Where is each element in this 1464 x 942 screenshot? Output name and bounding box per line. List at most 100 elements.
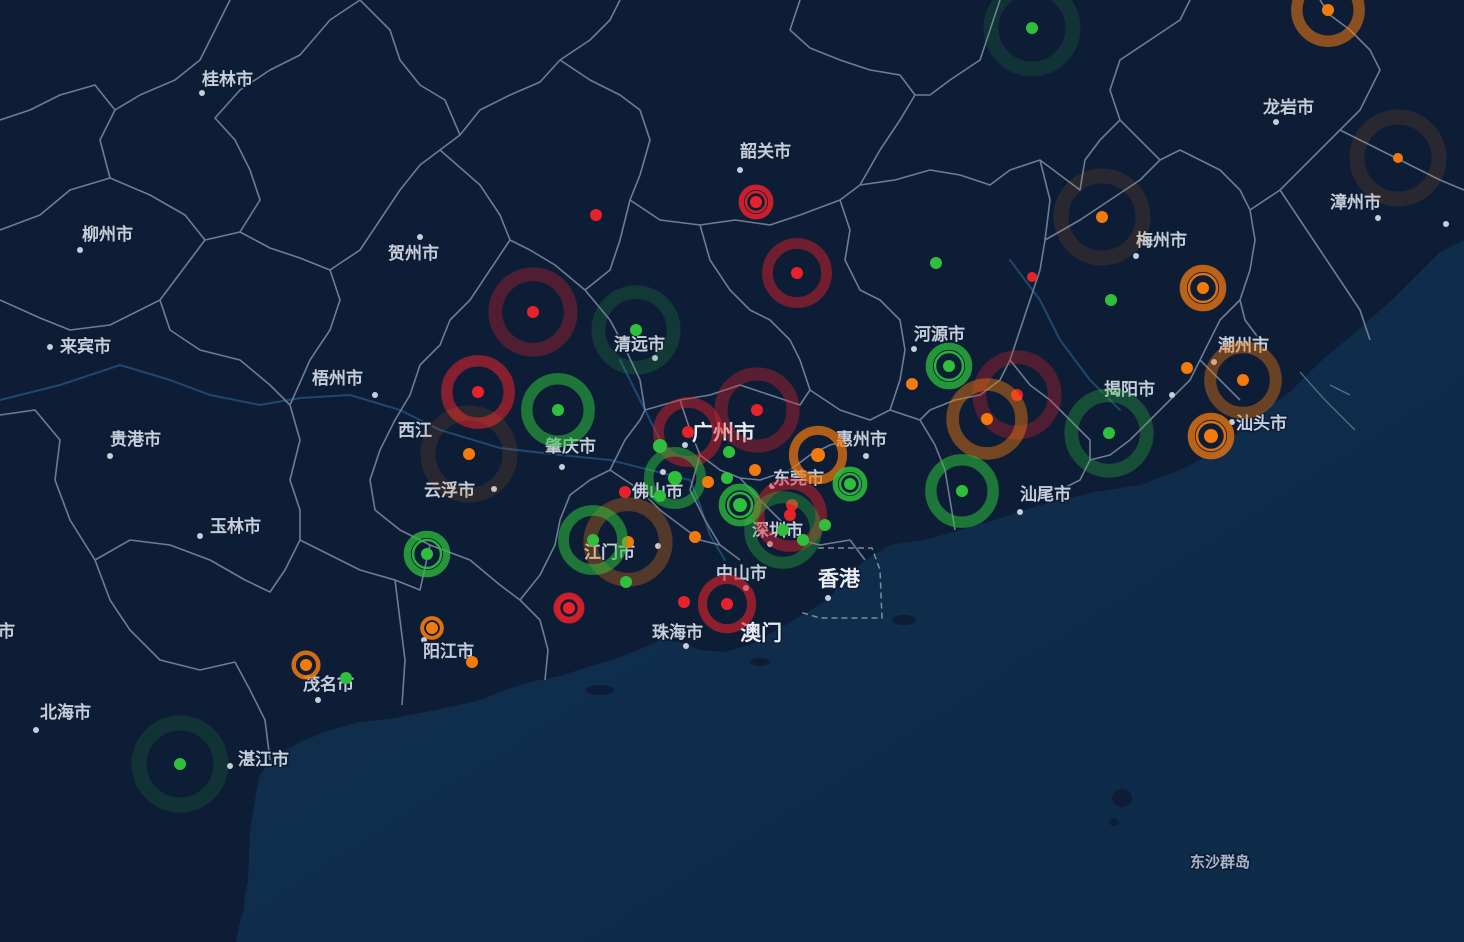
marker-normal[interactable] — [925, 342, 973, 390]
city-label-zhangzhou[interactable]: 漳州市 — [1329, 191, 1383, 215]
marker-normal[interactable] — [620, 576, 632, 588]
ripple-ring — [553, 592, 585, 624]
city-label-hongkong[interactable]: 香港 — [817, 566, 863, 593]
marker-warning[interactable] — [291, 650, 321, 680]
marker-warning[interactable] — [1181, 362, 1193, 374]
marker-normal[interactable] — [591, 285, 681, 375]
marker-alarm[interactable] — [653, 397, 723, 467]
marker-normal[interactable] — [1105, 294, 1117, 306]
city-label-jieyang[interactable]: 揭阳市 — [1103, 378, 1157, 402]
city-label-zhanjiang[interactable]: 湛江市 — [237, 748, 291, 772]
marker-warning[interactable] — [1179, 264, 1227, 312]
marker-normal[interactable] — [832, 466, 868, 502]
marker-warning[interactable] — [1204, 341, 1282, 419]
marker-normal[interactable] — [819, 519, 831, 531]
marker-normal[interactable] — [983, 0, 1081, 77]
city-label-edge[interactable]: 市 — [0, 620, 17, 644]
marker-normal[interactable] — [521, 373, 595, 447]
island-label-dongsha[interactable]: 东沙群岛 — [1189, 852, 1252, 873]
marker-warning[interactable] — [689, 531, 701, 543]
marker-dot — [527, 306, 539, 318]
city-label-hezhou[interactable]: 贺州市 — [386, 242, 441, 266]
city-label-shaoguan[interactable]: 韶关市 — [739, 140, 793, 164]
city-dot — [315, 697, 321, 703]
city-label-chaozhou[interactable]: 潮州市 — [1217, 334, 1271, 358]
city-label-yulin[interactable]: 玉林市 — [209, 515, 263, 539]
ripple-ring-inner — [933, 350, 965, 382]
city-label-heyuan[interactable]: 河源市 — [913, 323, 967, 347]
marker-dot — [721, 472, 733, 484]
marker-warning[interactable] — [749, 464, 761, 476]
marker-dot — [654, 490, 666, 502]
marker-warning[interactable] — [1187, 412, 1235, 460]
marker-normal[interactable] — [558, 505, 628, 575]
marker-alarm[interactable] — [738, 184, 774, 220]
marker-warning[interactable] — [702, 476, 714, 488]
marker-normal[interactable] — [718, 483, 762, 527]
city-label-wuzhou[interactable]: 梧州市 — [311, 367, 365, 391]
marker-normal[interactable] — [744, 491, 822, 569]
marker-alarm[interactable] — [762, 238, 832, 308]
marker-dot — [421, 548, 433, 560]
marker-dot — [733, 498, 747, 512]
marker-alarm[interactable] — [753, 478, 827, 552]
marker-normal[interactable] — [723, 446, 735, 458]
marker-dot — [702, 476, 714, 488]
marker-warning[interactable] — [1053, 168, 1151, 266]
marker-normal[interactable] — [925, 454, 999, 528]
city-label-liuzhou[interactable]: 柳州市 — [81, 223, 135, 247]
marker-alarm[interactable] — [786, 499, 798, 511]
marker-warning[interactable] — [1349, 109, 1447, 207]
city-label-meizhou[interactable]: 梅州市 — [1135, 229, 1189, 253]
marker-dot — [426, 622, 438, 634]
city-label-zhuhai[interactable]: 珠海市 — [651, 621, 705, 645]
marker-normal[interactable] — [340, 672, 352, 684]
marker-dot — [1103, 427, 1115, 439]
marker-alarm[interactable] — [488, 267, 578, 357]
marker-normal[interactable] — [654, 490, 666, 502]
city-label-shantou[interactable]: 汕头市 — [1235, 412, 1289, 436]
marker-warning[interactable] — [946, 378, 1028, 460]
marker-alarm[interactable] — [714, 367, 800, 453]
marker-dot — [463, 448, 475, 460]
city-label-guangzhou[interactable]: 广州市 — [691, 420, 757, 447]
city-label-beihai[interactable]: 北海市 — [39, 701, 93, 725]
marker-normal[interactable] — [1064, 388, 1154, 478]
marker-warning[interactable] — [420, 616, 444, 640]
marker-warning[interactable] — [466, 656, 478, 668]
marker-dot — [1027, 272, 1037, 282]
city-label-qingyuan[interactable]: 清远市 — [613, 333, 667, 357]
marker-alarm[interactable] — [619, 486, 631, 498]
marker-dot — [1011, 389, 1023, 401]
marker-alarm[interactable] — [697, 574, 757, 634]
city-label-longyan[interactable]: 龙岩市 — [1261, 96, 1316, 120]
marker-normal[interactable] — [930, 257, 942, 269]
marker-normal[interactable] — [721, 472, 733, 484]
marker-alarm[interactable] — [972, 350, 1062, 440]
marker-warning[interactable] — [788, 425, 848, 485]
city-label-laibin[interactable]: 来宾市 — [58, 335, 113, 359]
city-label-yunfu[interactable]: 云浮市 — [423, 479, 477, 503]
marker-warning[interactable] — [1291, 0, 1365, 47]
marker-warning[interactable] — [906, 378, 918, 390]
marker-normal[interactable] — [797, 534, 809, 546]
city-label-xijiang[interactable]: 西江 — [397, 420, 434, 443]
ripple-ring — [714, 367, 800, 453]
city-label-guilin[interactable]: 桂林市 — [200, 68, 255, 92]
marker-alarm[interactable] — [441, 355, 515, 429]
city-label-shanwei[interactable]: 汕尾市 — [1019, 483, 1073, 507]
marker-normal[interactable] — [131, 715, 229, 813]
marker-alarm[interactable] — [678, 596, 690, 608]
marker-warning[interactable] — [420, 405, 518, 503]
city-label-yangjiang[interactable]: 阳江市 — [422, 640, 476, 664]
marker-alarm[interactable] — [1027, 272, 1037, 282]
ripple-ring — [1204, 341, 1282, 419]
marker-alarm[interactable] — [553, 592, 585, 624]
city-label-guigang[interactable]: 贵港市 — [109, 428, 163, 452]
marker-normal[interactable] — [643, 446, 707, 510]
ripple-ring — [788, 425, 848, 485]
marker-alarm[interactable] — [590, 209, 602, 221]
ripple-ring — [1349, 109, 1447, 207]
marker-normal[interactable] — [403, 530, 451, 578]
